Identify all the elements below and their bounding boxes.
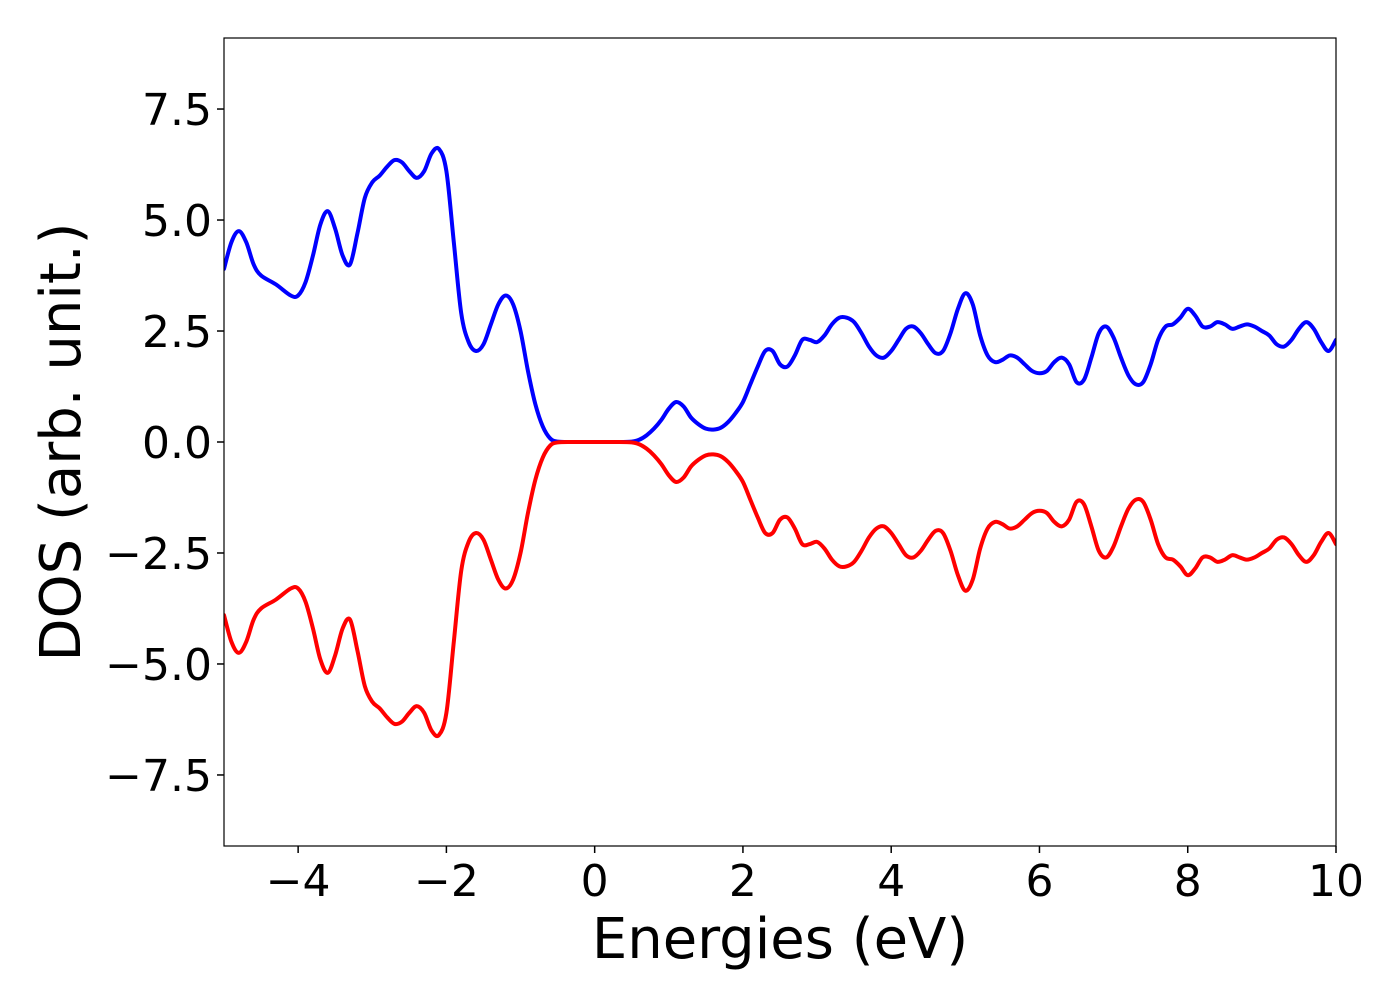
x-tick-label: 2	[729, 856, 757, 907]
y-axis-title: DOS (arb. unit.)	[29, 222, 94, 661]
x-tick-label: 8	[1174, 856, 1202, 907]
series-layer	[224, 145, 1336, 739]
y-tick-label: −2.5	[105, 529, 212, 580]
dos-series-line-1	[224, 145, 1336, 445]
y-tick-label: 0.0	[142, 418, 212, 469]
x-tick-label: 4	[877, 856, 905, 907]
y-tick-label: 5.0	[142, 196, 212, 247]
x-tick-label: 6	[1025, 856, 1053, 907]
dos-series-line-2	[224, 439, 1336, 739]
x-tick-label: 0	[581, 856, 609, 907]
x-axis-title: Energies (eV)	[592, 907, 968, 972]
x-tick-label: −4	[266, 856, 331, 907]
y-tick-label: 2.5	[142, 307, 212, 358]
y-axis: 7.5 5.0 2.5 0.0 −2.5 −5.0 −7.5	[105, 85, 224, 802]
x-tick-label: 10	[1308, 856, 1364, 907]
x-axis: −4 −2 0 2 4 6 8 10	[266, 846, 1364, 907]
y-tick-label: −5.0	[105, 640, 212, 691]
y-tick-label: 7.5	[142, 85, 212, 136]
y-tick-label: −7.5	[105, 751, 212, 802]
x-tick-label: −2	[414, 856, 479, 907]
